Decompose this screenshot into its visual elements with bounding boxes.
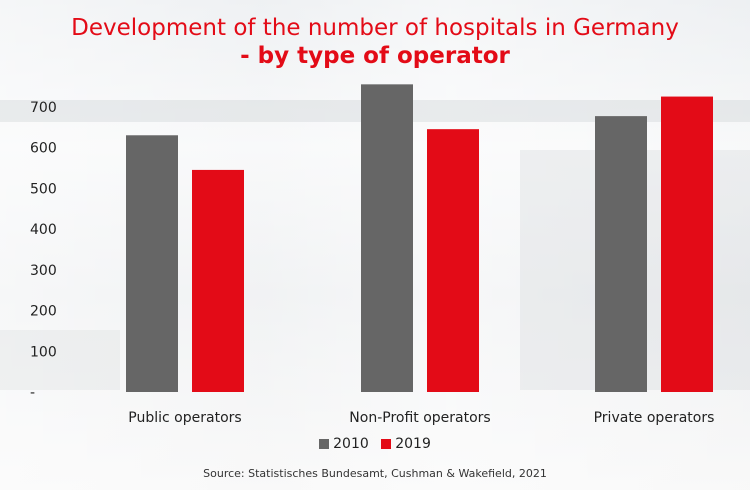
legend-item-2019: 2019 <box>381 436 431 452</box>
title-line-2: - by type of operator <box>240 43 510 69</box>
y-tick-label: 300 <box>30 263 57 279</box>
bar-2010-2 <box>595 116 647 392</box>
legend: 2010 2019 <box>0 436 750 453</box>
y-tick-label: 700 <box>30 100 57 116</box>
bar-2019-0 <box>192 169 244 392</box>
legend-swatch-2019 <box>381 439 392 449</box>
bar-2019-2 <box>661 96 713 392</box>
x-axis: Public operators Non-Profit operators Priv… <box>128 410 714 426</box>
source-note: Source: Statistisches Bundesamt, Cushman… <box>203 467 547 480</box>
x-tick-label: Non-Profit operators <box>349 410 490 426</box>
y-tick-label: 100 <box>30 344 57 360</box>
y-tick-label: 500 <box>30 181 57 197</box>
x-tick-label: Private operators <box>594 410 715 426</box>
bars <box>126 84 713 393</box>
y-tick-label: 200 <box>30 304 57 320</box>
legend-swatch-2010 <box>319 439 330 449</box>
y-tick-label: 400 <box>30 222 57 238</box>
title-line-1: Development of the number of hospitals i… <box>71 15 679 41</box>
chart-title: Development of the number of hospitals i… <box>0 14 750 70</box>
bar-2010-0 <box>126 135 178 392</box>
legend-label-2010: 2010 <box>333 436 369 452</box>
bar-2010-1 <box>361 84 413 393</box>
legend-label-2019: 2019 <box>395 436 431 452</box>
y-tick-label: - <box>30 385 35 401</box>
y-tick-label: 600 <box>30 141 57 157</box>
bar-2019-1 <box>427 129 479 392</box>
y-axis: - 100 200 300 400 500 600 700 <box>30 100 57 401</box>
x-tick-label: Public operators <box>128 410 241 426</box>
legend-item-2010: 2010 <box>319 436 369 452</box>
